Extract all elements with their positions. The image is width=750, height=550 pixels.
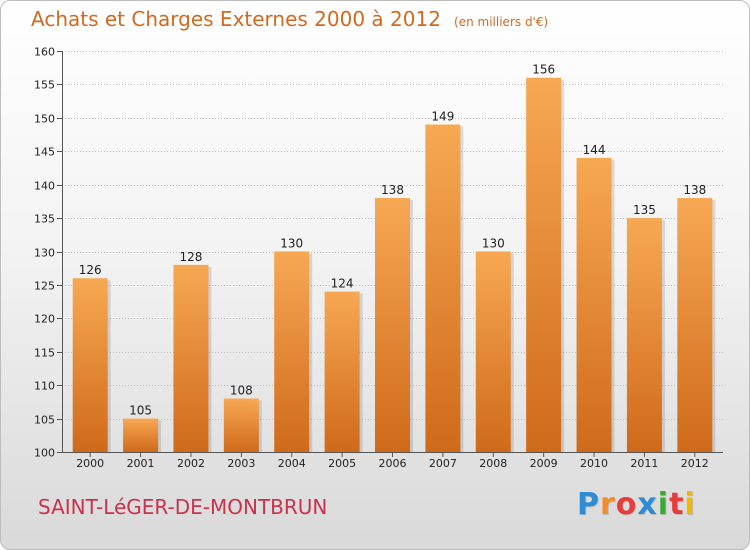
chart-title: Achats et Charges Externes 2000 à 2012	[31, 7, 441, 31]
bar	[677, 198, 713, 452]
bar	[375, 198, 410, 452]
bar-value-label: 126	[79, 263, 102, 277]
x-tick-label: 2010	[580, 457, 608, 470]
y-tick-label: 160	[34, 46, 55, 59]
y-tick-label: 105	[34, 414, 55, 427]
bar	[324, 291, 360, 452]
commune-name: SAINT-LéGER-DE-MONTBRUN	[38, 495, 328, 519]
logo-letter: x	[637, 487, 658, 522]
y-tick-label: 110	[34, 380, 55, 393]
bar	[72, 278, 108, 452]
bar	[223, 398, 259, 452]
logo-letter: t	[669, 487, 685, 522]
x-tick-label: 2007	[429, 457, 457, 470]
bar	[526, 77, 562, 452]
bar-value-label: 138	[381, 183, 404, 197]
x-tick-label: 2003	[227, 457, 255, 470]
logo-letter: i	[684, 487, 696, 522]
bar-value-label: 130	[280, 237, 303, 251]
bar-value-label: 130	[482, 237, 505, 251]
bar-value-label: 105	[129, 404, 152, 418]
x-tick-label: 2005	[328, 457, 356, 470]
x-tick-label: 2009	[530, 457, 558, 470]
bar-value-label: 108	[230, 384, 253, 398]
bar	[626, 218, 662, 452]
bar	[576, 157, 612, 452]
y-tick-label: 100	[34, 447, 55, 460]
y-tick-label: 150	[34, 113, 55, 126]
bar	[274, 251, 310, 452]
x-tick-label: 2008	[479, 457, 507, 470]
y-tick-label: 140	[34, 180, 55, 193]
bar-value-label: 135	[633, 203, 656, 217]
y-tick-label: 135	[34, 213, 55, 226]
bar-value-label: 149	[431, 110, 454, 124]
chart-title-block: Achats et Charges Externes 2000 à 2012 (…	[31, 7, 548, 31]
bar	[475, 251, 511, 452]
bar-value-label: 156	[532, 63, 555, 77]
y-tick-label: 155	[34, 79, 55, 92]
bar-value-label: 138	[683, 183, 706, 197]
bar-value-label: 144	[583, 143, 606, 157]
proxiti-logo: Proxiti	[577, 487, 696, 522]
logo-letter: P	[577, 487, 600, 522]
y-tick-label: 120	[34, 313, 55, 326]
bar-value-label: 128	[180, 250, 203, 264]
y-tick-label: 130	[34, 247, 55, 260]
logo-letter: r	[600, 487, 616, 522]
y-tick-label: 125	[34, 280, 55, 293]
logo-letter: i	[657, 487, 670, 522]
x-tick-label: 2000	[76, 457, 104, 470]
x-tick-label: 2004	[278, 457, 306, 470]
bar-value-label: 124	[331, 277, 354, 291]
x-tick-label: 2001	[127, 457, 155, 470]
logo-letter: o	[615, 487, 638, 522]
y-tick-label: 115	[34, 347, 55, 360]
x-tick-label: 2011	[630, 457, 658, 470]
bar	[173, 264, 209, 452]
x-tick-label: 2002	[177, 457, 205, 470]
x-tick-label: 2012	[681, 457, 709, 470]
y-tick-label: 145	[34, 146, 55, 159]
x-tick-label: 2006	[379, 457, 407, 470]
bar	[123, 418, 159, 452]
chart-subtitle: (en milliers d'€)	[454, 15, 549, 29]
bar	[425, 124, 461, 453]
